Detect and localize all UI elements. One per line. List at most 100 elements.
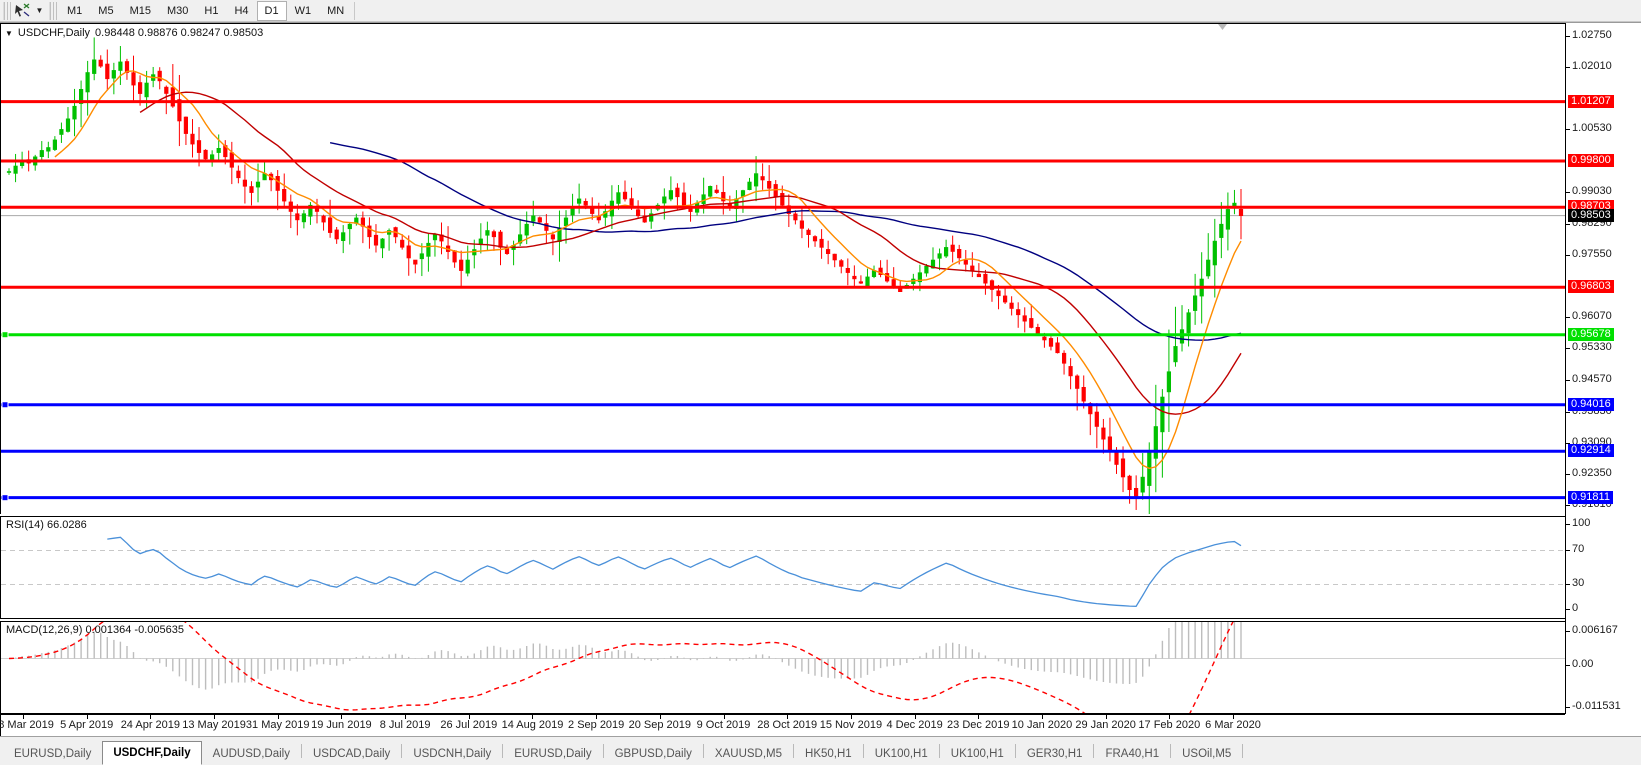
timeframe-button-m30[interactable]: M30 <box>166 4 189 17</box>
date-axis-label: 8 Jul 2019 <box>379 719 431 731</box>
date-axis-label: 26 Jul 2019 <box>440 719 498 731</box>
date-tick <box>596 715 598 719</box>
price-tick <box>1566 442 1570 444</box>
rsi-pane[interactable]: RSI(14) 66.0286 <box>0 516 1565 619</box>
ma-fast-line <box>54 70 1242 470</box>
chart-tab-usdcnh-daily[interactable]: USDCNH,Daily <box>413 748 492 760</box>
triangle-down-icon[interactable]: ▼ <box>5 28 13 38</box>
price-level-label-0.99800[interactable]: 0.99800 <box>1568 153 1614 167</box>
date-tick <box>1041 715 1043 719</box>
macd-histogram <box>14 622 1242 690</box>
chart-tab-usdchf-daily[interactable]: USDCHF,Daily <box>102 741 202 765</box>
macd-axis-label: 0.00 <box>1572 658 1594 670</box>
timeframe-button-m5[interactable]: M5 <box>98 4 114 17</box>
chart-tab-gbpusd-daily[interactable]: GBPUSD,Daily <box>614 748 692 760</box>
date-tick <box>659 715 661 719</box>
price-axis-label: 1.02750 <box>1572 28 1612 41</box>
date-tick <box>787 715 789 719</box>
rsi-tick <box>1566 524 1570 525</box>
timeframe-button-h1[interactable]: H1 <box>204 4 219 17</box>
macd-tick <box>1566 707 1570 708</box>
timeframe-button-m1[interactable]: M1 <box>67 4 83 17</box>
price-level-label-1.01207[interactable]: 1.01207 <box>1568 94 1614 108</box>
chart-tab-bar: EURUSD,Daily USDCHF,Daily AUDUSD,Daily USDC… <box>0 736 1641 765</box>
price-level-label-0.94016[interactable]: 0.94016 <box>1568 397 1614 411</box>
tab-divider <box>1014 744 1016 758</box>
price-level-label-0.96803[interactable]: 0.96803 <box>1568 280 1614 294</box>
price-level-label-0.98503[interactable]: 0.98503 <box>1568 208 1614 222</box>
toolbar-grip-2[interactable] <box>49 1 57 20</box>
price-axis-label: 0.99030 <box>1572 185 1612 198</box>
pivot-line-095678[interactable] <box>1 331 1565 339</box>
price-level-label-0.92914[interactable]: 0.92914 <box>1568 444 1614 458</box>
price-pane[interactable]: ▼ USDCHF,Daily 0.98448 0.98876 0.98247 0… <box>0 23 1565 514</box>
price-tick <box>1566 505 1570 507</box>
support-line-091811[interactable] <box>1 494 1565 502</box>
date-axis-label: 6 Mar 2020 <box>1205 719 1261 731</box>
support-line-094016[interactable] <box>1 401 1565 409</box>
timeframe-button-w1[interactable]: W1 <box>294 4 312 17</box>
tab-divider <box>793 744 795 758</box>
price-level-label-0.95678[interactable]: 0.95678 <box>1568 327 1614 341</box>
date-tick <box>723 715 725 719</box>
date-tick <box>1169 715 1171 719</box>
rsi-tick <box>1566 609 1570 610</box>
tab-divider <box>1093 744 1095 758</box>
chart-tab-uk100-h1[interactable]: UK100,H1 <box>950 748 1004 760</box>
symbol-info-bar: ▼ USDCHF,Daily 0.98448 0.98876 0.98247 0… <box>5 27 263 39</box>
price-scale-axis[interactable]: 1.02750 1.02010 1.00530 0.99030 0.98290 0.975… <box>1565 23 1641 714</box>
toolbar-divider <box>354 1 356 20</box>
timeframe-button-mn[interactable]: MN <box>327 4 345 17</box>
chart-tab-hk50-h1[interactable]: HK50,H1 <box>805 748 852 760</box>
chart-tab-ger30-h1[interactable]: GER30,H1 <box>1026 748 1083 760</box>
chart-tab-eurusd-daily[interactable]: EURUSD,Daily <box>14 748 92 760</box>
date-axis-label: 14 Aug 2019 <box>501 719 564 731</box>
chart-tab-usdcad-daily[interactable]: USDCAD,Daily <box>312 748 391 760</box>
chart-area: ▼ USDCHF,Daily 0.98448 0.98876 0.98247 0… <box>0 22 1641 736</box>
tab-divider <box>401 744 403 758</box>
macd-chart-canvas <box>1 622 1565 713</box>
date-axis-label: 28 Oct 2019 <box>757 719 818 731</box>
date-tick <box>1105 715 1107 719</box>
macd-indicator-label: MACD(12,26,9) 0.001364 -0.005635 <box>6 624 184 636</box>
date-tick <box>850 715 852 719</box>
chart-ohlc-values: 0.98448 0.98876 0.98247 0.98503 <box>95 27 264 39</box>
macd-pane[interactable]: MACD(12,26,9) 0.001364 -0.005635 <box>0 621 1565 714</box>
chevron-down-icon[interactable]: ▼ <box>35 6 44 15</box>
tab-divider-end <box>1242 744 1244 758</box>
price-tick <box>1566 129 1570 131</box>
chart-tab-eurusd-daily[interactable]: EURUSD,Daily <box>514 748 592 760</box>
tab-divider <box>702 744 704 758</box>
chart-tab-usoil-m5[interactable]: USOil,M5 <box>1182 748 1232 760</box>
price-tick <box>1566 254 1570 256</box>
rsi-tick <box>1566 549 1570 551</box>
date-axis-label: 15 Nov 2019 <box>819 719 883 731</box>
price-axis-label: 0.92350 <box>1572 466 1612 479</box>
crosshair-cursor-icon[interactable] <box>13 2 33 20</box>
price-axis-label: 0.96070 <box>1572 310 1612 323</box>
timeframe-button-h4[interactable]: H4 <box>234 4 249 17</box>
date-axis-label: 18 Mar 2019 <box>0 719 54 731</box>
chart-tab-fra40-h1[interactable]: FRA40,H1 <box>1105 748 1160 760</box>
chart-tab-audusd-daily[interactable]: AUDUSD,Daily <box>212 748 290 760</box>
price-level-label-0.91811[interactable]: 0.91811 <box>1568 490 1613 504</box>
macd-tick <box>1566 665 1570 666</box>
price-axis-label: 0.91610 <box>1572 498 1612 511</box>
price-chart-canvas <box>1 37 1565 514</box>
date-tick <box>277 715 279 719</box>
chart-scroll-handle[interactable] <box>1218 24 1227 30</box>
chart-tab-uk100-h1[interactable]: UK100,H1 <box>874 748 928 760</box>
date-axis-label: 9 Oct 2019 <box>696 719 751 731</box>
date-axis-label: 5 Apr 2019 <box>60 719 114 731</box>
timeframe-button-m15[interactable]: M15 <box>129 4 151 17</box>
date-axis-label: 31 May 2019 <box>245 719 310 731</box>
price-tick <box>1566 192 1570 194</box>
date-tick <box>532 715 534 719</box>
toolbar-grip[interactable] <box>3 1 11 20</box>
timeframe-button-d1[interactable]: D1 <box>256 0 287 21</box>
candlestick-series <box>6 37 1244 514</box>
chart-tab-xauusd-m5[interactable]: XAUUSD,M5 <box>714 748 783 760</box>
tab-divider <box>862 744 864 758</box>
